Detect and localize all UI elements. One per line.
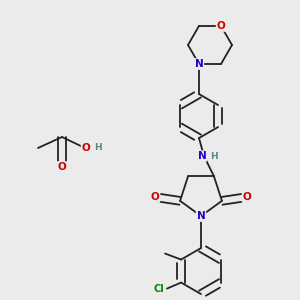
Text: O: O: [217, 21, 225, 31]
Text: N: N: [195, 59, 203, 69]
Text: H: H: [210, 152, 218, 160]
Text: N: N: [198, 151, 206, 161]
Text: O: O: [58, 162, 66, 172]
Text: O: O: [242, 192, 251, 202]
Text: O: O: [151, 192, 160, 202]
Text: O: O: [82, 143, 90, 153]
Text: N: N: [196, 211, 206, 221]
Text: H: H: [94, 143, 102, 152]
Text: Cl: Cl: [154, 284, 164, 294]
